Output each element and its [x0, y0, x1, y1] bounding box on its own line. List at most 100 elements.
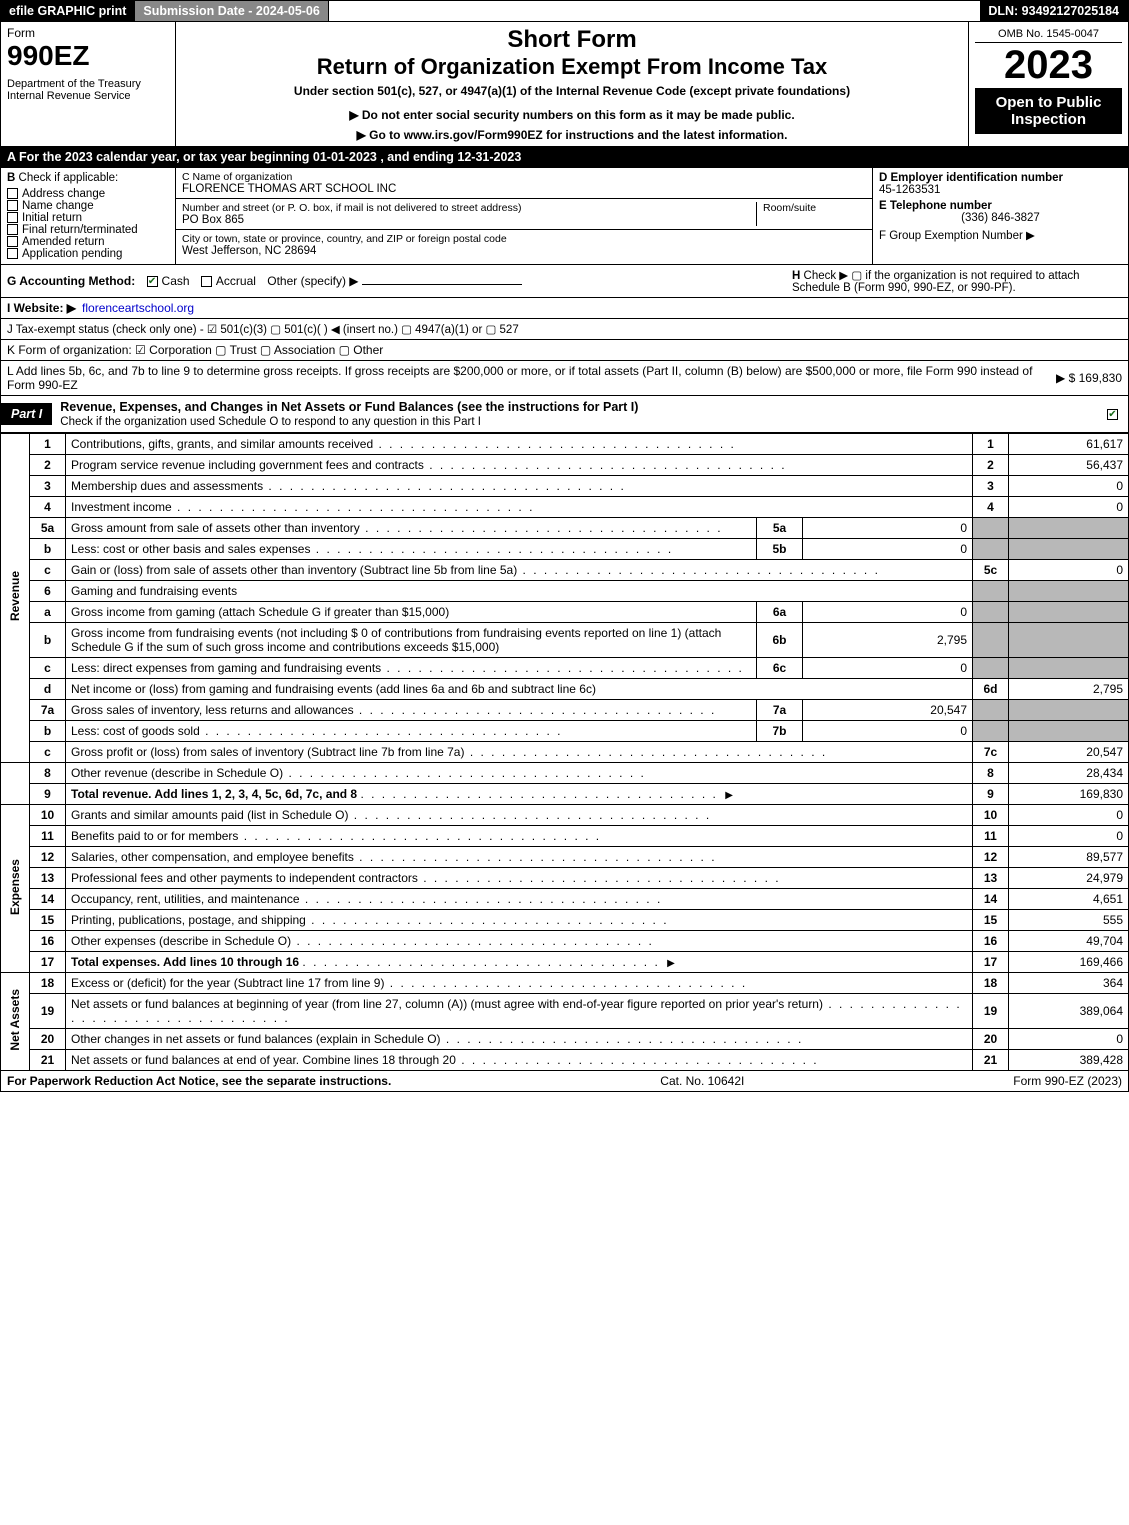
- chk-accrual[interactable]: [201, 276, 212, 287]
- part1-subtitle: Check if the organization used Schedule …: [60, 416, 481, 428]
- l18-amt: 364: [1009, 973, 1129, 994]
- l20-num: 20: [30, 1029, 66, 1050]
- opt-cash: Cash: [162, 274, 190, 288]
- other-specify-line: [362, 284, 522, 285]
- row-j-tax-exempt: J Tax-exempt status (check only one) - ☑…: [0, 319, 1129, 340]
- chk-final-return[interactable]: [7, 224, 18, 235]
- org-name-label: C Name of organization: [182, 171, 866, 183]
- phone-value: (336) 846-3827: [879, 212, 1122, 224]
- l20-amt: 0: [1009, 1029, 1129, 1050]
- chk-initial-return[interactable]: [7, 212, 18, 223]
- l5c-text: Gain or (loss) from sale of assets other…: [66, 560, 973, 581]
- website-link[interactable]: florenceartschool.org: [82, 301, 194, 315]
- l15-num: 15: [30, 910, 66, 931]
- l8-code: 8: [973, 763, 1009, 784]
- opt-name-change: Name change: [22, 200, 94, 212]
- l16-num: 16: [30, 931, 66, 952]
- l6-num: 6: [30, 581, 66, 602]
- omb-number: OMB No. 1545-0047: [975, 26, 1122, 43]
- l17-text: Total expenses. Add lines 10 through 16: [66, 952, 973, 973]
- l11-code: 11: [973, 826, 1009, 847]
- header-left: Form 990EZ Department of the Treasury In…: [1, 22, 176, 146]
- chk-name-change[interactable]: [7, 200, 18, 211]
- l19-num: 19: [30, 994, 66, 1029]
- footer-form-ref: Form 990-EZ (2023): [1013, 1074, 1122, 1088]
- ein-label: D Employer identification number: [879, 172, 1122, 184]
- l8-num: 8: [30, 763, 66, 784]
- opt-other: Other (specify) ▶: [267, 274, 358, 288]
- l9-num: 9: [30, 784, 66, 805]
- l18-num: 18: [30, 973, 66, 994]
- row-g-h: G Accounting Method: Cash Accrual Other …: [0, 265, 1129, 298]
- l7c-code: 7c: [973, 742, 1009, 763]
- l6c-codeshade: [973, 658, 1009, 679]
- dln: DLN: 93492127025184: [980, 1, 1128, 21]
- short-form-title: Short Form: [182, 26, 962, 54]
- row-k-form-org: K Form of organization: ☑ Corporation ▢ …: [0, 340, 1129, 361]
- form-header: Form 990EZ Department of the Treasury In…: [0, 22, 1129, 147]
- l5b-sub: 5b: [757, 539, 803, 560]
- website-label: I Website: ▶: [7, 301, 76, 315]
- l7c-text: Gross profit or (loss) from sales of inv…: [66, 742, 973, 763]
- l1-text: Contributions, gifts, grants, and simila…: [66, 434, 973, 455]
- l5c-amt: 0: [1009, 560, 1129, 581]
- dept-label: Department of the Treasury Internal Reve…: [7, 78, 169, 102]
- city-value: West Jefferson, NC 28694: [182, 245, 866, 257]
- chk-address-change[interactable]: [7, 188, 18, 199]
- l7b-subamt: 0: [803, 721, 973, 742]
- part1-title-text: Revenue, Expenses, and Changes in Net As…: [60, 400, 638, 414]
- l6d-num: d: [30, 679, 66, 700]
- opt-final-return: Final return/terminated: [22, 224, 138, 236]
- l5a-codeshade: [973, 518, 1009, 539]
- l16-amt: 49,704: [1009, 931, 1129, 952]
- goto-link[interactable]: ▶ Go to www.irs.gov/Form990EZ for instru…: [182, 128, 962, 142]
- l17-num: 17: [30, 952, 66, 973]
- opt-accrual: Accrual: [216, 274, 256, 288]
- l1-amt: 61,617: [1009, 434, 1129, 455]
- col-c-org-info: C Name of organization FLORENCE THOMAS A…: [176, 168, 873, 264]
- chk-schedule-o[interactable]: [1107, 409, 1118, 420]
- l10-code: 10: [973, 805, 1009, 826]
- l1-num: 1: [30, 434, 66, 455]
- l7a-sub: 7a: [757, 700, 803, 721]
- l14-amt: 4,651: [1009, 889, 1129, 910]
- ein-value: 45-1263531: [879, 184, 1122, 196]
- opt-amended-return: Amended return: [22, 236, 104, 248]
- row-l-text: L Add lines 5b, 6c, and 7b to line 9 to …: [7, 364, 1050, 392]
- row-a-tax-year: A For the 2023 calendar year, or tax yea…: [0, 147, 1129, 168]
- l6c-amtshade: [1009, 658, 1129, 679]
- chk-amended-return[interactable]: [7, 236, 18, 247]
- chk-application-pending[interactable]: [7, 248, 18, 259]
- l19-amt: 389,064: [1009, 994, 1129, 1029]
- l7a-num: 7a: [30, 700, 66, 721]
- l14-num: 14: [30, 889, 66, 910]
- chk-cash[interactable]: [147, 276, 158, 287]
- l19-text: Net assets or fund balances at beginning…: [66, 994, 973, 1029]
- l5a-amtshade: [1009, 518, 1129, 539]
- l17-code: 17: [973, 952, 1009, 973]
- efile-label: efile GRAPHIC print: [1, 1, 135, 21]
- l7a-subamt: 20,547: [803, 700, 973, 721]
- check-if-applicable: Check if applicable:: [19, 172, 119, 184]
- l5a-sub: 5a: [757, 518, 803, 539]
- l8-text: Other revenue (describe in Schedule O): [66, 763, 973, 784]
- l6c-subamt: 0: [803, 658, 973, 679]
- l7a-amtshade: [1009, 700, 1129, 721]
- l6-text: Gaming and fundraising events: [66, 581, 973, 602]
- l18-code: 18: [973, 973, 1009, 994]
- under-section: Under section 501(c), 527, or 4947(a)(1)…: [182, 84, 962, 98]
- city-label: City or town, state or province, country…: [182, 233, 866, 245]
- l5a-num: 5a: [30, 518, 66, 539]
- l7b-codeshade: [973, 721, 1009, 742]
- l18-text: Excess or (deficit) for the year (Subtra…: [66, 973, 973, 994]
- l8-amt: 28,434: [1009, 763, 1129, 784]
- open-inspection-badge: Open to Public Inspection: [975, 88, 1122, 134]
- phone-label: E Telephone number: [879, 200, 1122, 212]
- footer-left: For Paperwork Reduction Act Notice, see …: [7, 1074, 391, 1088]
- sidelabel-expenses: Expenses: [1, 805, 30, 973]
- l13-text: Professional fees and other payments to …: [66, 868, 973, 889]
- l7a-text: Gross sales of inventory, less returns a…: [66, 700, 757, 721]
- sidelabel-revenue: Revenue: [1, 434, 30, 763]
- row-h-label: H: [792, 270, 800, 282]
- l6a-codeshade: [973, 602, 1009, 623]
